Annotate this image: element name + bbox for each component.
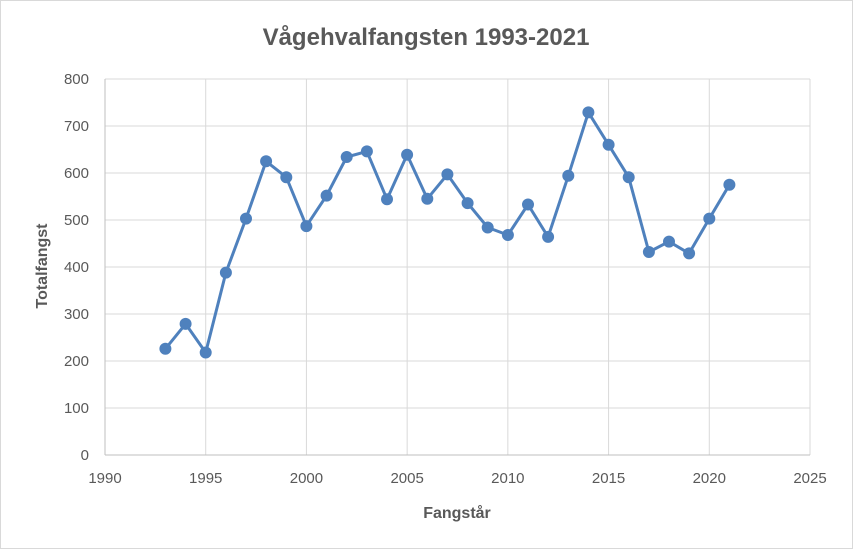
x-tick-label: 2025 <box>793 470 826 487</box>
data-point-2000 <box>300 220 313 233</box>
y-axis-label: Totalfangst <box>34 223 51 309</box>
tick-labels: 0 100 200 300 400 500 600 700 800 1990 1995 2000 200… <box>64 71 827 487</box>
y-tick-label: 700 <box>64 118 89 135</box>
y-tick-label: 300 <box>64 306 89 323</box>
y-tick-label: 500 <box>64 212 89 229</box>
x-axis-label: Fangstår <box>423 504 491 522</box>
data-point-2015 <box>602 138 615 151</box>
x-tick-label: 1995 <box>189 470 222 487</box>
series-line <box>163 110 731 354</box>
data-point-1997 <box>240 212 252 225</box>
chart-title: Vågehvalfangsten 1993-2021 <box>263 24 590 51</box>
data-point-2001 <box>320 189 333 202</box>
data-point-2002 <box>340 151 353 163</box>
data-point-2004 <box>381 193 393 206</box>
data-point-2010 <box>501 229 514 241</box>
data-point-2014 <box>582 106 595 119</box>
data-point-1993 <box>159 342 172 355</box>
data-point-1995 <box>199 346 212 359</box>
data-series <box>159 106 736 359</box>
data-point-2007 <box>441 168 454 181</box>
data-point-1996 <box>219 266 232 279</box>
data-point-2011 <box>522 198 534 211</box>
data-point-1998 <box>260 155 273 168</box>
y-tick-label: 800 <box>64 71 89 88</box>
data-point-2021 <box>723 178 736 191</box>
y-tick-label: 100 <box>64 400 89 417</box>
x-tick-label: 2020 <box>693 470 726 487</box>
x-tick-label: 1990 <box>88 470 121 487</box>
data-point-2018 <box>663 235 675 248</box>
y-tick-label: 200 <box>64 353 89 370</box>
data-point-2003 <box>360 145 373 158</box>
y-tick-label: 400 <box>64 259 89 276</box>
y-tick-label: 0 <box>81 447 89 464</box>
data-point-2019 <box>683 247 696 260</box>
data-point-2005 <box>401 148 414 161</box>
x-tick-label: 2000 <box>290 470 323 487</box>
x-tick-label: 2005 <box>390 470 423 487</box>
data-point-2009 <box>481 221 494 234</box>
data-point-2008 <box>461 197 474 210</box>
data-point-2016 <box>622 171 635 184</box>
grid-lines <box>105 78 811 455</box>
data-point-1999 <box>280 171 293 184</box>
data-point-2020 <box>703 212 716 225</box>
data-point-2012 <box>542 230 555 243</box>
data-point-2017 <box>642 246 655 258</box>
data-point-1994 <box>179 317 192 330</box>
y-tick-label: 600 <box>64 165 89 182</box>
chart-axes <box>104 79 810 456</box>
data-point-2013 <box>562 169 575 182</box>
data-point-2006 <box>421 192 434 205</box>
x-tick-label: 2010 <box>491 470 524 487</box>
x-tick-label: 2015 <box>592 470 625 487</box>
